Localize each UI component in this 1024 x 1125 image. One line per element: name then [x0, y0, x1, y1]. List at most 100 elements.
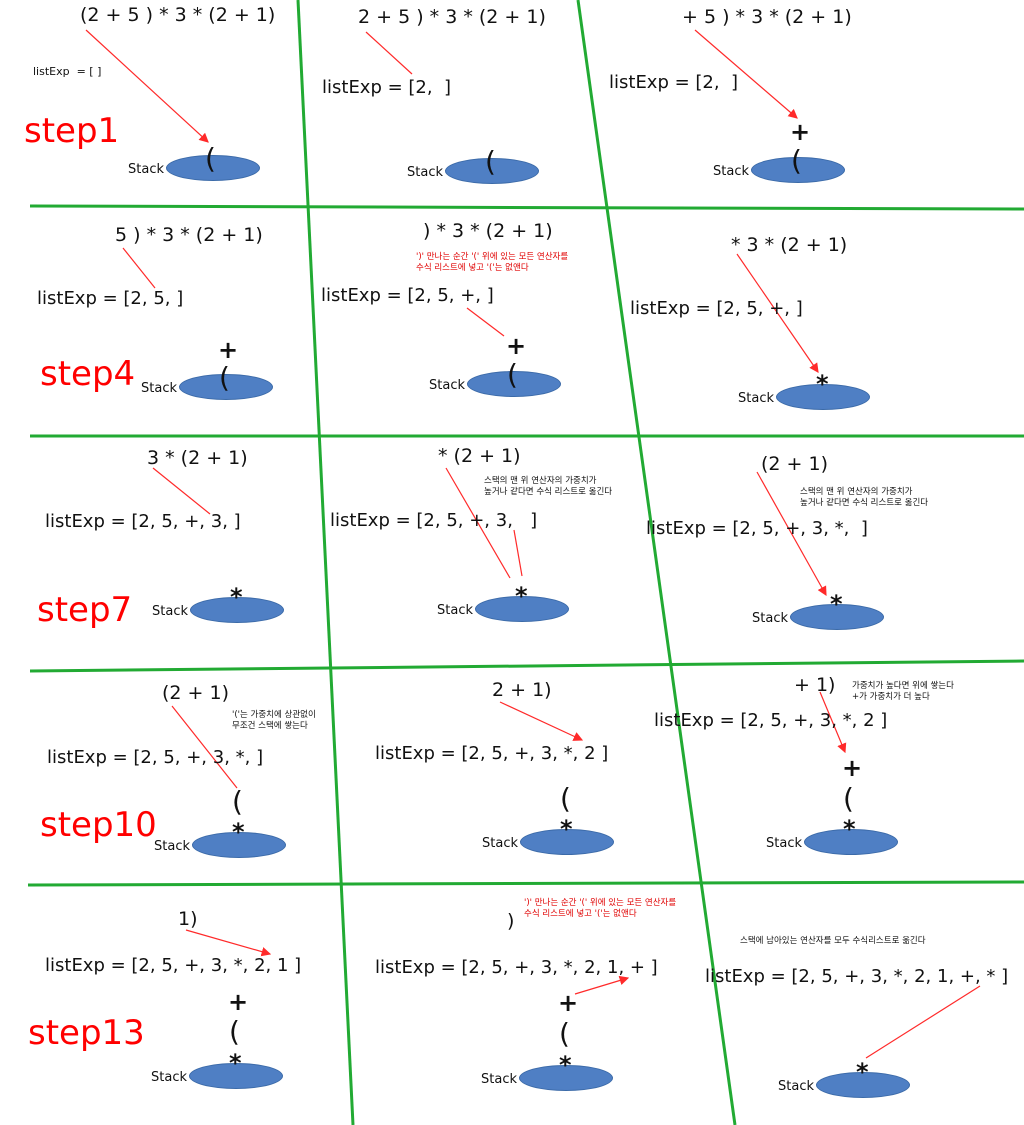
list-expression: listExp = [2, 5, +, 3, ]	[330, 510, 538, 531]
stack-item: (	[205, 142, 216, 175]
stack-ellipse	[445, 158, 539, 184]
stack-ellipse	[475, 596, 569, 622]
stack-item: *	[229, 1049, 242, 1077]
stack-item: *	[559, 1051, 572, 1079]
grid-line-col1	[296, 0, 355, 1125]
list-expression: listExp = [2, 5, +, ]	[321, 285, 494, 306]
grid-line-row3	[29, 659, 1024, 673]
stack-ellipse	[816, 1072, 910, 1098]
arrow-8b	[513, 529, 523, 577]
stack-label: Stack	[766, 836, 802, 851]
list-expression: listExp = [ ]	[33, 65, 102, 78]
stack-item: *	[515, 582, 528, 610]
expression-text: )	[507, 910, 515, 932]
arrow-14	[574, 975, 630, 995]
arrow-4	[122, 247, 156, 289]
annotation-note: ')' 만나는 순간 '(' 위에 있는 모든 연산자를 수식 리스트에 넣고 …	[524, 898, 677, 919]
step-label: step10	[40, 805, 157, 845]
arrow-9	[756, 471, 827, 597]
grid-line-col2	[576, 0, 737, 1125]
stack-item: +	[558, 989, 579, 1017]
stack-item: +	[506, 332, 527, 360]
list-expression: listExp = [2, ]	[322, 77, 452, 98]
stack-item: *	[232, 818, 245, 846]
list-expression: listExp = [2, 5, +, 3, ]	[45, 511, 241, 532]
list-expression: listExp = [2, 5, +, 3, *, 2, 1, +, * ]	[705, 966, 1009, 987]
stack-label: Stack	[752, 611, 788, 626]
arrow-12	[819, 691, 847, 754]
stack-item: (	[507, 358, 518, 391]
step-label: step7	[37, 590, 133, 630]
arrow-6	[736, 253, 819, 373]
stack-label: Stack	[738, 391, 774, 406]
expression-text: + 1)	[794, 674, 836, 696]
expression-text: (2 + 1)	[162, 682, 230, 704]
stack-item: *	[856, 1058, 869, 1086]
stack-label: Stack	[437, 603, 473, 618]
stack-item: (	[229, 1015, 240, 1048]
stack-ellipse	[189, 1063, 283, 1089]
expression-text: + 5 ) * 3 * (2 + 1)	[682, 6, 852, 28]
expression-text: (2 + 1)	[761, 453, 829, 475]
arrow-8a	[445, 467, 511, 579]
stack-ellipse	[166, 155, 260, 181]
expression-text: 3 * (2 + 1)	[147, 447, 248, 469]
list-expression: listExp = [2, 5, +, 3, *, ]	[646, 518, 868, 539]
stack-ellipse	[467, 371, 561, 397]
expression-text: * (2 + 1)	[438, 445, 521, 467]
stack-label: Stack	[482, 836, 518, 851]
stack-item: *	[816, 370, 829, 398]
step-label: step4	[40, 354, 136, 394]
expression-text: ) * 3 * (2 + 1)	[423, 220, 553, 242]
stack-item: (	[559, 1017, 570, 1050]
stack-label: Stack	[152, 604, 188, 619]
step-label: step13	[28, 1013, 145, 1053]
annotation-note: ')' 만나는 순간 '(' 위에 있는 모든 연산자를 수식 리스트에 넣고 …	[416, 252, 569, 273]
grid-line-row1	[29, 204, 1024, 211]
annotation-note: 스택의 맨 위 연산자의 가중치가 높거나 같다면 수식 리스트로 옮긴다	[800, 487, 929, 508]
stack-label: Stack	[407, 165, 443, 180]
stack-item: (	[843, 782, 854, 815]
expression-text: 2 + 5 ) * 3 * (2 + 1)	[358, 6, 546, 28]
list-expression: listExp = [2, 5, +, ]	[630, 298, 803, 319]
arrow-7	[152, 467, 211, 515]
stack-ellipse	[790, 604, 884, 630]
stack-label: Stack	[141, 381, 177, 396]
arrow-2	[365, 31, 413, 75]
list-expression: listExp = [2, 5, ]	[37, 288, 184, 309]
stack-ellipse	[520, 829, 614, 855]
annotation-note: 스택의 맨 위 연산자의 가중치가 높거나 같다면 수식 리스트로 옮긴다	[484, 476, 613, 497]
stack-item: (	[560, 782, 571, 815]
list-expression: listExp = [2, ]	[609, 72, 739, 93]
stack-item: +	[790, 118, 811, 146]
arrow-1	[85, 29, 209, 143]
list-expression: listExp = [2, 5, +, 3, *, 2, 1 ]	[45, 955, 302, 976]
annotation-note: '('는 가중치에 상관없이 무조건 스택에 쌓는다	[232, 710, 316, 731]
arrow-13	[185, 929, 272, 957]
list-expression: listExp = [2, 5, +, 3, *, 2, 1, + ]	[375, 957, 658, 978]
arrow-5	[466, 307, 505, 337]
stack-label: Stack	[154, 839, 190, 854]
stack-ellipse	[179, 374, 273, 400]
arrow-15	[865, 985, 981, 1059]
stack-item: *	[830, 590, 843, 618]
arrow-11	[499, 701, 584, 741]
annotation-note: 스택에 남아있는 연산자를 모두 수식리스트로 옮긴다	[740, 936, 926, 946]
arrow-10	[171, 705, 238, 789]
stack-item: +	[228, 988, 249, 1016]
stack-ellipse	[804, 829, 898, 855]
stack-item: (	[232, 785, 243, 818]
stack-label: Stack	[429, 378, 465, 393]
stack-ellipse	[192, 832, 286, 858]
stack-item: +	[842, 754, 863, 782]
list-expression: listExp = [2, 5, +, 3, *, ]	[47, 747, 264, 768]
grid-line-row4	[27, 880, 1024, 887]
stack-label: Stack	[713, 164, 749, 179]
list-expression: listExp = [2, 5, +, 3, *, 2 ]	[654, 710, 888, 731]
stack-ellipse	[751, 157, 845, 183]
arrow-3	[694, 29, 798, 119]
stack-item: *	[560, 815, 573, 843]
expression-text: * 3 * (2 + 1)	[731, 234, 848, 256]
step-label: step1	[24, 111, 120, 151]
